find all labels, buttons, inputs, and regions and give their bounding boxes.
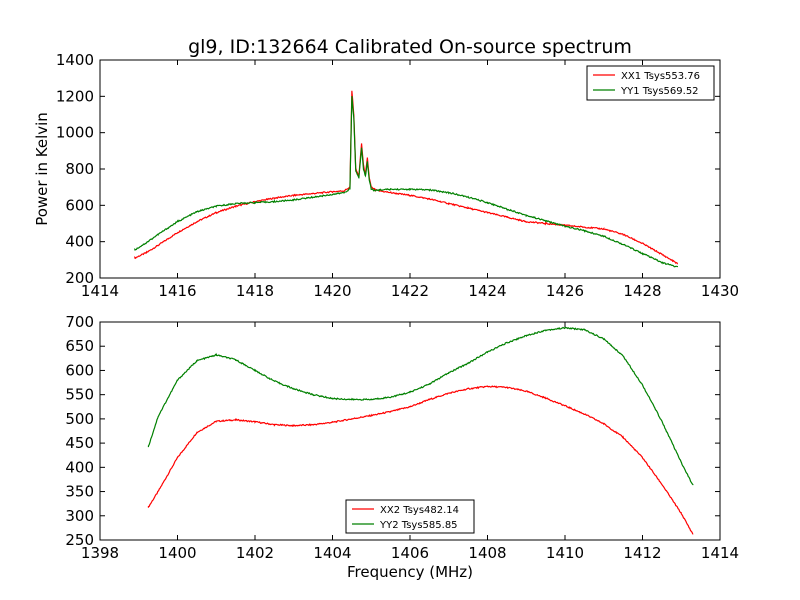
x-tick-label: 1406: [391, 544, 429, 562]
y-tick-label: 1200: [56, 87, 94, 105]
x-tick-label: 1414: [701, 544, 739, 562]
y-tick-label: 1400: [56, 51, 94, 69]
y-tick-label: 300: [65, 507, 94, 525]
y-axis-label: Power in Kelvin: [33, 112, 51, 226]
y-tick-label: 700: [65, 313, 94, 331]
legend: XX2 Tsys482.14 YY2 Tsys585.85: [345, 499, 475, 534]
y-tick-label: 250: [65, 531, 94, 549]
x-tick-label: 1408: [468, 544, 506, 562]
legend-label: YY1 Tsys569.52: [620, 86, 699, 97]
x-tick-label: 1430: [701, 282, 739, 300]
y-tick-label: 350: [65, 483, 94, 501]
y-tick-label: 400: [65, 458, 94, 476]
chart-title: gl9, ID:132664 Calibrated On-source spec…: [188, 36, 632, 58]
x-tick-label: 1398: [81, 544, 119, 562]
y-tick-label: 800: [65, 160, 94, 178]
legend: XX1 Tsys553.76 YY1 Tsys569.52: [586, 65, 715, 101]
y-tick-label: 400: [65, 233, 94, 251]
x-tick-label: 1414: [81, 282, 119, 300]
legend-box: [345, 499, 475, 534]
x-tick-label: 1412: [623, 544, 661, 562]
plots: 1414 1416 1418 1420 1422 1424 1426 1428 1430 200 4…: [33, 51, 739, 581]
series-line-2-2: [147, 326, 694, 486]
plot-1: 1414 1416 1418 1420 1422 1424 1426 1428 1430 200 4…: [33, 51, 739, 300]
y-tick-label: 1000: [56, 124, 94, 142]
plot-2: 1398 1400 1402 1404 1406 1408 1410 1412 1414 250 3…: [65, 313, 739, 581]
legend-label: YY2 Tsys585.85: [379, 520, 458, 531]
legend-label: XX1 Tsys553.76: [621, 71, 700, 82]
series-line-1-1: [134, 90, 678, 265]
y-tick-label: 500: [65, 410, 94, 428]
x-tick-label: 1402: [236, 544, 274, 562]
legend-label: XX2 Tsys482.14: [380, 505, 459, 516]
y-tick-label: 600: [65, 196, 94, 214]
x-tick-label: 1410: [546, 544, 584, 562]
x-tick-label: 1400: [158, 544, 196, 562]
series-line-1-2: [134, 96, 678, 268]
x-tick-label: 1416: [158, 282, 196, 300]
series-line-2-1: [147, 385, 694, 535]
y-tick-label: 650: [65, 337, 94, 355]
x-tick-label: 1418: [236, 282, 274, 300]
x-tick-label: 1428: [623, 282, 661, 300]
x-axis-label: Frequency (MHz): [347, 563, 473, 581]
x-tick-label: 1426: [546, 282, 584, 300]
y-tick-label: 200: [65, 269, 94, 287]
x-tick-label: 1424: [468, 282, 506, 300]
y-tick-label: 600: [65, 361, 94, 379]
x-tick-label: 1404: [313, 544, 351, 562]
y-tick-label: 550: [65, 386, 94, 404]
legend-box: [586, 65, 715, 101]
x-tick-label: 1420: [313, 282, 351, 300]
y-tick-label: 450: [65, 434, 94, 452]
x-tick-label: 1422: [391, 282, 429, 300]
